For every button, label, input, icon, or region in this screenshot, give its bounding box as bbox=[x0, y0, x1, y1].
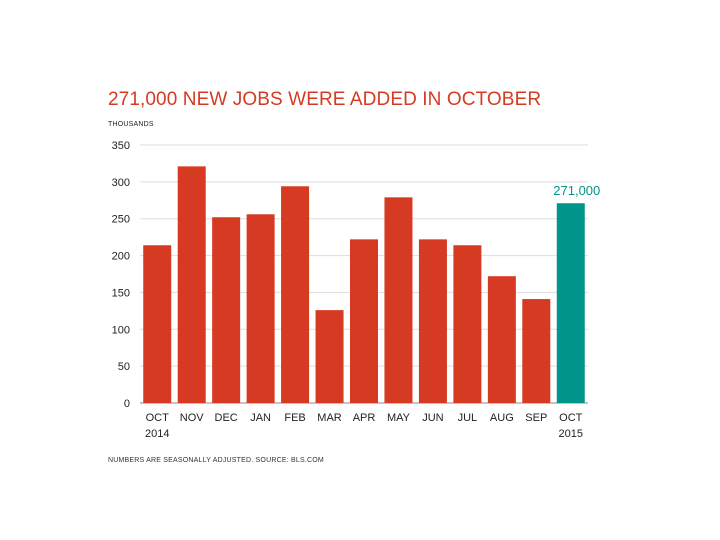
x-tick-label: NOV bbox=[180, 412, 205, 424]
x-axis-ticks: OCT 2014 NOV DEC JAN FEB MAR APR MAY JUN JUL AUG SEP… bbox=[145, 412, 583, 440]
x-tick-label: MAY bbox=[387, 412, 411, 424]
bar bbox=[143, 245, 172, 403]
bar bbox=[212, 217, 241, 403]
x-tick-label: APR bbox=[353, 412, 376, 424]
x-tick-label: FEB bbox=[284, 412, 305, 424]
x-tick-sublabel: 2015 bbox=[559, 428, 583, 440]
bar bbox=[246, 214, 275, 403]
x-tick-label: JUN bbox=[422, 412, 443, 424]
bar bbox=[177, 166, 206, 403]
chart-title: 271,000 NEW JOBS WERE ADDED IN OCTOBER bbox=[108, 89, 542, 110]
y-tick-label: 150 bbox=[112, 287, 130, 299]
y-axis-ticks: 0 50 100 150 200 250 300 350 bbox=[112, 140, 130, 410]
bar bbox=[350, 239, 378, 403]
bar bbox=[384, 197, 413, 403]
y-axis-unit-label: THOUSANDS bbox=[108, 121, 154, 128]
x-tick-sublabel: 2014 bbox=[145, 428, 169, 440]
bars bbox=[143, 166, 585, 403]
data-labels: 271,000 bbox=[553, 183, 600, 198]
y-tick-label: 100 bbox=[112, 324, 130, 336]
x-tick-label: JAN bbox=[250, 412, 271, 424]
y-tick-label: 0 bbox=[124, 398, 130, 410]
data-label: 271,000 bbox=[553, 183, 600, 198]
x-tick-label: OCT bbox=[559, 412, 583, 424]
y-tick-label: 200 bbox=[112, 251, 130, 263]
x-tick-label: DEC bbox=[215, 412, 238, 424]
footnote: NUMBERS ARE SEASONALLY ADJUSTED. SOURCE:… bbox=[108, 457, 324, 464]
x-tick-label: AUG bbox=[490, 412, 514, 424]
x-tick-label: JUL bbox=[458, 412, 478, 424]
bar bbox=[487, 276, 516, 403]
y-tick-label: 250 bbox=[112, 214, 130, 226]
bar bbox=[418, 239, 447, 403]
y-tick-label: 300 bbox=[112, 177, 130, 189]
bar bbox=[556, 203, 585, 403]
bar bbox=[453, 245, 482, 403]
y-tick-label: 350 bbox=[112, 140, 130, 152]
x-tick-label: MAR bbox=[317, 412, 342, 424]
y-tick-label: 50 bbox=[118, 361, 130, 373]
x-tick-label: OCT bbox=[146, 412, 170, 424]
bar bbox=[281, 186, 310, 403]
x-tick-label: SEP bbox=[525, 412, 547, 424]
bar bbox=[315, 310, 344, 403]
bar bbox=[522, 299, 551, 403]
